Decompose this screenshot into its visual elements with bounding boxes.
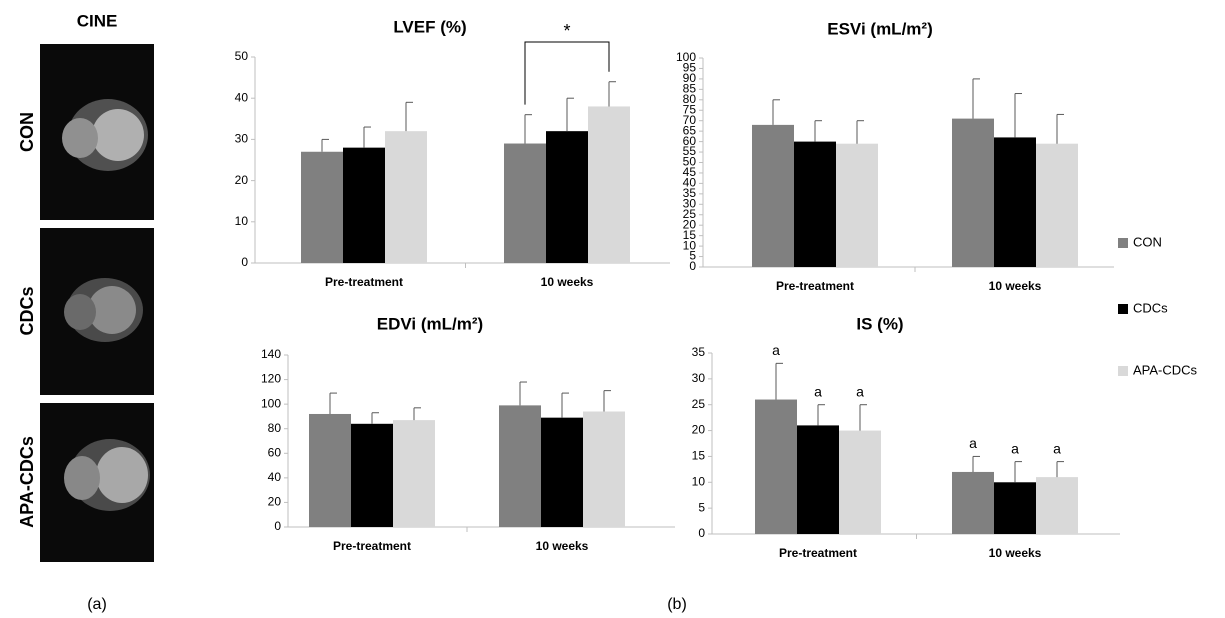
y-tick-label: 0 [698, 526, 705, 540]
chart-title: IS (%) [856, 314, 903, 333]
bar [541, 418, 583, 527]
significance-letter: a [969, 435, 977, 451]
y-tick-label: 20 [692, 423, 706, 437]
y-tick-label: 30 [692, 371, 706, 385]
figure: CINE CON CDCs APA-CDCs (a) (b) LVEF (%) 0… [0, 0, 1225, 618]
bar [836, 144, 878, 267]
x-tick-label: Pre-treatment [776, 279, 854, 293]
bar [504, 144, 546, 263]
bar [309, 414, 351, 527]
x-tick-label: 10 weeks [989, 279, 1042, 293]
legend-label: APA-CDCs [1133, 362, 1198, 377]
y-tick-label: 40 [268, 470, 282, 484]
x-tick-label: Pre-treatment [779, 546, 857, 560]
row-label: CDCs [17, 286, 37, 335]
y-tick-label: 35 [692, 345, 706, 359]
legend-swatch [1118, 366, 1128, 376]
y-tick-label: 100 [261, 396, 281, 410]
chart-title: ESVi (mL/m²) [827, 19, 932, 38]
bar [343, 148, 385, 263]
significance-letter: a [856, 383, 864, 399]
significance-letter: a [1011, 440, 1019, 456]
mri-images [40, 44, 154, 562]
chart-title: LVEF (%) [393, 17, 466, 36]
y-tick-label: 140 [261, 347, 281, 361]
caption: (b) [667, 596, 687, 613]
bar [752, 125, 794, 267]
y-tick-label: 25 [692, 397, 706, 411]
bar [994, 137, 1036, 267]
bar [385, 131, 427, 263]
y-tick-label: 40 [235, 90, 249, 104]
y-tick-label: 0 [274, 519, 281, 533]
bar [1036, 477, 1078, 534]
significance-bracket [525, 42, 609, 105]
annotation: * [563, 21, 570, 41]
y-tick-label: 80 [268, 421, 282, 435]
x-tick-label: 10 weeks [989, 546, 1042, 560]
bar [952, 119, 994, 267]
bar [794, 142, 836, 267]
bar [588, 106, 630, 263]
y-tick-label: 10 [235, 214, 249, 228]
x-tick-label: 10 weeks [541, 275, 594, 289]
y-tick-label: 20 [235, 173, 249, 187]
y-tick-label: 30 [235, 132, 249, 146]
bar [393, 420, 435, 527]
bar [583, 412, 625, 527]
caption: (a) [87, 596, 107, 613]
row-label: CON [17, 112, 37, 152]
panel-title: CINE [77, 11, 118, 30]
y-tick-label: 0 [241, 255, 248, 269]
y-tick-label: 50 [235, 49, 249, 63]
y-tick-label: 120 [261, 372, 281, 386]
bar [301, 152, 343, 263]
y-tick-label: 5 [698, 500, 705, 514]
x-tick-label: Pre-treatment [333, 539, 411, 553]
y-tick-label: 15 [692, 449, 706, 463]
row-label: APA-CDCs [17, 436, 37, 528]
bar [797, 425, 839, 534]
significance-letter: a [772, 342, 780, 358]
legend-label: CON [1133, 234, 1162, 249]
bar [351, 424, 393, 527]
legend-label: CDCs [1133, 300, 1168, 315]
bar [755, 400, 797, 534]
y-tick-label: 10 [692, 474, 706, 488]
x-tick-label: 10 weeks [536, 539, 589, 553]
bar [994, 482, 1036, 534]
bar [1036, 144, 1078, 267]
x-tick-label: Pre-treatment [325, 275, 403, 289]
y-tick-label: 100 [676, 50, 696, 64]
chart-title: EDVi (mL/m²) [377, 314, 483, 333]
y-tick-label: 60 [268, 445, 282, 459]
bar [952, 472, 994, 534]
bar [839, 431, 881, 534]
significance-letter: a [814, 383, 822, 399]
y-tick-label: 20 [268, 495, 282, 509]
legend-swatch [1118, 238, 1128, 248]
legend-swatch [1118, 304, 1128, 314]
bar [499, 405, 541, 527]
significance-letter: a [1053, 440, 1061, 456]
bar [546, 131, 588, 263]
